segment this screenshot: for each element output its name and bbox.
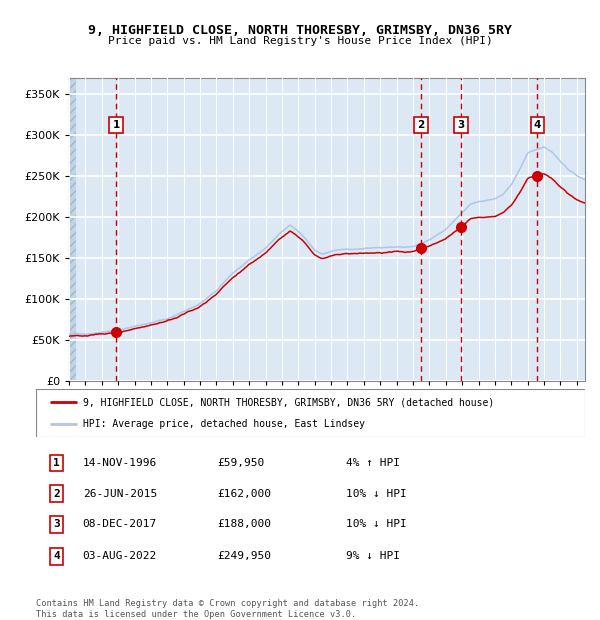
- Text: HPI: Average price, detached house, East Lindsey: HPI: Average price, detached house, East…: [83, 419, 365, 429]
- Text: 2: 2: [418, 120, 425, 130]
- Text: 10% ↓ HPI: 10% ↓ HPI: [346, 519, 407, 529]
- Text: 4% ↑ HPI: 4% ↑ HPI: [346, 458, 400, 468]
- Text: 26-JUN-2015: 26-JUN-2015: [83, 489, 157, 498]
- Text: 9% ↓ HPI: 9% ↓ HPI: [346, 551, 400, 561]
- Text: 08-DEC-2017: 08-DEC-2017: [83, 519, 157, 529]
- Text: 2: 2: [53, 489, 59, 498]
- Text: 9, HIGHFIELD CLOSE, NORTH THORESBY, GRIMSBY, DN36 5RY: 9, HIGHFIELD CLOSE, NORTH THORESBY, GRIM…: [88, 24, 512, 37]
- Text: 10% ↓ HPI: 10% ↓ HPI: [346, 489, 407, 498]
- Text: £188,000: £188,000: [217, 519, 271, 529]
- Text: £249,950: £249,950: [217, 551, 271, 561]
- Text: 1: 1: [112, 120, 119, 130]
- Text: Price paid vs. HM Land Registry's House Price Index (HPI): Price paid vs. HM Land Registry's House …: [107, 36, 493, 46]
- Text: 4: 4: [53, 551, 59, 561]
- Text: 3: 3: [457, 120, 464, 130]
- Text: £162,000: £162,000: [217, 489, 271, 498]
- Text: 14-NOV-1996: 14-NOV-1996: [83, 458, 157, 468]
- Text: 1: 1: [53, 458, 59, 468]
- Text: 9, HIGHFIELD CLOSE, NORTH THORESBY, GRIMSBY, DN36 5RY (detached house): 9, HIGHFIELD CLOSE, NORTH THORESBY, GRIM…: [83, 397, 494, 407]
- Text: 4: 4: [533, 120, 541, 130]
- Bar: [69, 78, 76, 381]
- Text: £59,950: £59,950: [217, 458, 265, 468]
- Text: Contains HM Land Registry data © Crown copyright and database right 2024.
This d: Contains HM Land Registry data © Crown c…: [36, 600, 419, 619]
- Text: 03-AUG-2022: 03-AUG-2022: [83, 551, 157, 561]
- Text: 3: 3: [53, 519, 59, 529]
